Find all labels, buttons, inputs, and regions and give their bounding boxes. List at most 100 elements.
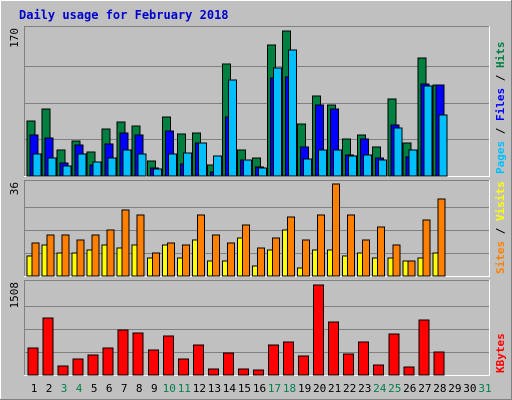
bar-pages-day-16-fill bbox=[257, 167, 267, 177]
bar-sites-day-20 bbox=[317, 214, 326, 277]
bar-kbytes-day-16-fill bbox=[252, 369, 264, 376]
bar-sites-day-28 bbox=[437, 198, 446, 277]
bar-sites-day-20-fill bbox=[317, 214, 326, 277]
bar-sites-day-14 bbox=[226, 242, 235, 277]
bar-kbytes-day-17 bbox=[268, 344, 280, 376]
bar-sites-day-6-fill bbox=[106, 229, 115, 277]
bar-kbytes-day-7-fill bbox=[117, 329, 129, 376]
bar-sites-day-22 bbox=[347, 214, 356, 277]
bar-pages-day-28 bbox=[438, 114, 448, 177]
bar-pages-day-21-fill bbox=[333, 149, 343, 177]
bar-pages-day-16 bbox=[257, 167, 267, 177]
bar-sites-day-10-fill bbox=[166, 242, 175, 277]
bar-pages-day-7 bbox=[122, 149, 132, 177]
panel-sites-visits-legend: Sites / Visits bbox=[494, 181, 507, 274]
bar-pages-day-3 bbox=[62, 165, 72, 177]
bar-pages-day-20 bbox=[318, 149, 328, 177]
bar-pages-day-8 bbox=[137, 153, 147, 177]
panel-pages-files-hits-legend-part: Pages bbox=[494, 141, 507, 174]
bar-pages-day-4-fill bbox=[77, 153, 87, 177]
bar-kbytes-day-5-fill bbox=[87, 354, 99, 376]
bar-pages-day-23 bbox=[363, 154, 373, 177]
bar-pages-day-18-fill bbox=[288, 49, 298, 177]
bar-sites-day-21-fill bbox=[332, 183, 341, 277]
panel-sites-visits-legend-part: Sites bbox=[494, 241, 507, 274]
bar-pages-day-27-fill bbox=[423, 85, 433, 177]
chart-panels: 170 Pages / Files / Hits 36 Sites / Visits 1… bbox=[8, 26, 507, 376]
bar-sites-day-7-fill bbox=[121, 209, 130, 277]
x-tick-label-day-7: 7 bbox=[121, 382, 128, 395]
x-tick-label-day-8: 8 bbox=[136, 382, 143, 395]
bar-sites-day-1 bbox=[31, 242, 40, 277]
bar-sites-day-18 bbox=[287, 216, 296, 277]
bar-sites-day-12-fill bbox=[196, 214, 205, 277]
bar-sites-day-2 bbox=[46, 234, 55, 277]
bar-pages-day-9 bbox=[152, 168, 162, 177]
bar-pages-day-10 bbox=[167, 153, 177, 177]
bar-pages-day-12 bbox=[197, 142, 207, 177]
bar-pages-day-26 bbox=[408, 149, 418, 177]
bar-kbytes-day-20-fill bbox=[313, 284, 325, 376]
bar-kbytes-day-27 bbox=[418, 319, 430, 376]
bar-pages-day-15-fill bbox=[242, 159, 252, 177]
bar-sites-day-3-fill bbox=[61, 234, 70, 277]
bar-kbytes-day-13-fill bbox=[207, 368, 219, 376]
bar-kbytes-day-18 bbox=[283, 341, 295, 376]
bar-pages-day-22 bbox=[348, 155, 358, 177]
bar-sites-day-19 bbox=[302, 239, 311, 277]
bar-pages-day-12-fill bbox=[197, 142, 207, 177]
bar-kbytes-day-26-fill bbox=[403, 366, 415, 376]
bar-sites-day-9-fill bbox=[151, 252, 160, 277]
bar-sites-day-17-fill bbox=[272, 237, 281, 277]
bar-sites-day-25-fill bbox=[392, 244, 401, 277]
bar-kbytes-day-6-fill bbox=[102, 347, 114, 376]
bar-pages-day-1-fill bbox=[32, 153, 42, 177]
bar-pages-day-27 bbox=[423, 85, 433, 177]
bar-pages-day-14 bbox=[227, 79, 237, 177]
bar-kbytes-day-28 bbox=[433, 351, 445, 376]
bar-kbytes-day-19-fill bbox=[298, 355, 310, 376]
bar-pages-day-19 bbox=[303, 158, 313, 177]
bar-kbytes-day-3 bbox=[57, 365, 69, 376]
bar-pages-day-19-fill bbox=[303, 158, 313, 177]
bar-sites-day-4 bbox=[76, 239, 85, 277]
bar-pages-day-1 bbox=[32, 153, 42, 177]
bar-sites-day-17 bbox=[272, 237, 281, 277]
bar-kbytes-day-8-fill bbox=[132, 332, 144, 376]
bar-pages-day-18 bbox=[288, 49, 298, 177]
bar-kbytes-day-2-fill bbox=[42, 317, 54, 376]
bar-kbytes-day-14 bbox=[222, 352, 234, 376]
bar-kbytes-day-8 bbox=[132, 332, 144, 376]
bar-sites-day-13 bbox=[211, 234, 220, 277]
bar-kbytes-day-6 bbox=[102, 347, 114, 376]
bar-pages-day-25 bbox=[393, 127, 403, 177]
bar-pages-day-5-fill bbox=[92, 161, 102, 177]
bar-kbytes-day-9 bbox=[147, 349, 159, 376]
bar-sites-day-23-fill bbox=[362, 239, 371, 277]
bar-sites-day-13-fill bbox=[211, 234, 220, 277]
panel-sites-visits-legend-part: Visits bbox=[494, 181, 507, 221]
bar-sites-day-1-fill bbox=[31, 242, 40, 277]
bar-pages-day-25-fill bbox=[393, 127, 403, 177]
panel-pages-files-hits-legend-part: / bbox=[494, 121, 507, 141]
bar-kbytes-day-23 bbox=[358, 341, 370, 376]
bar-sites-day-27 bbox=[422, 219, 431, 277]
bar-pages-day-3-fill bbox=[62, 165, 72, 177]
bar-kbytes-day-25-fill bbox=[388, 333, 400, 376]
panel-kbytes-plot-area bbox=[24, 280, 490, 376]
x-tick-label-day-29: 29 bbox=[448, 382, 461, 395]
x-tick-label-day-15: 15 bbox=[238, 382, 251, 395]
bar-kbytes-day-20 bbox=[313, 284, 325, 376]
bar-kbytes-day-28-fill bbox=[433, 351, 445, 376]
bar-kbytes-day-22-fill bbox=[343, 353, 355, 376]
bar-sites-day-16-fill bbox=[256, 247, 265, 277]
x-tick-label-day-26: 26 bbox=[403, 382, 416, 395]
bar-kbytes-day-24-fill bbox=[373, 364, 385, 376]
panel-kbytes-ymax-label: 1508 bbox=[8, 282, 21, 309]
bar-sites-day-12 bbox=[196, 214, 205, 277]
bar-pages-day-24-fill bbox=[378, 159, 388, 177]
bar-pages-day-24 bbox=[378, 159, 388, 177]
panel-sites-visits-ymax-label: 36 bbox=[8, 182, 21, 195]
bar-kbytes-day-3-fill bbox=[57, 365, 69, 376]
bar-sites-day-11 bbox=[181, 244, 190, 277]
